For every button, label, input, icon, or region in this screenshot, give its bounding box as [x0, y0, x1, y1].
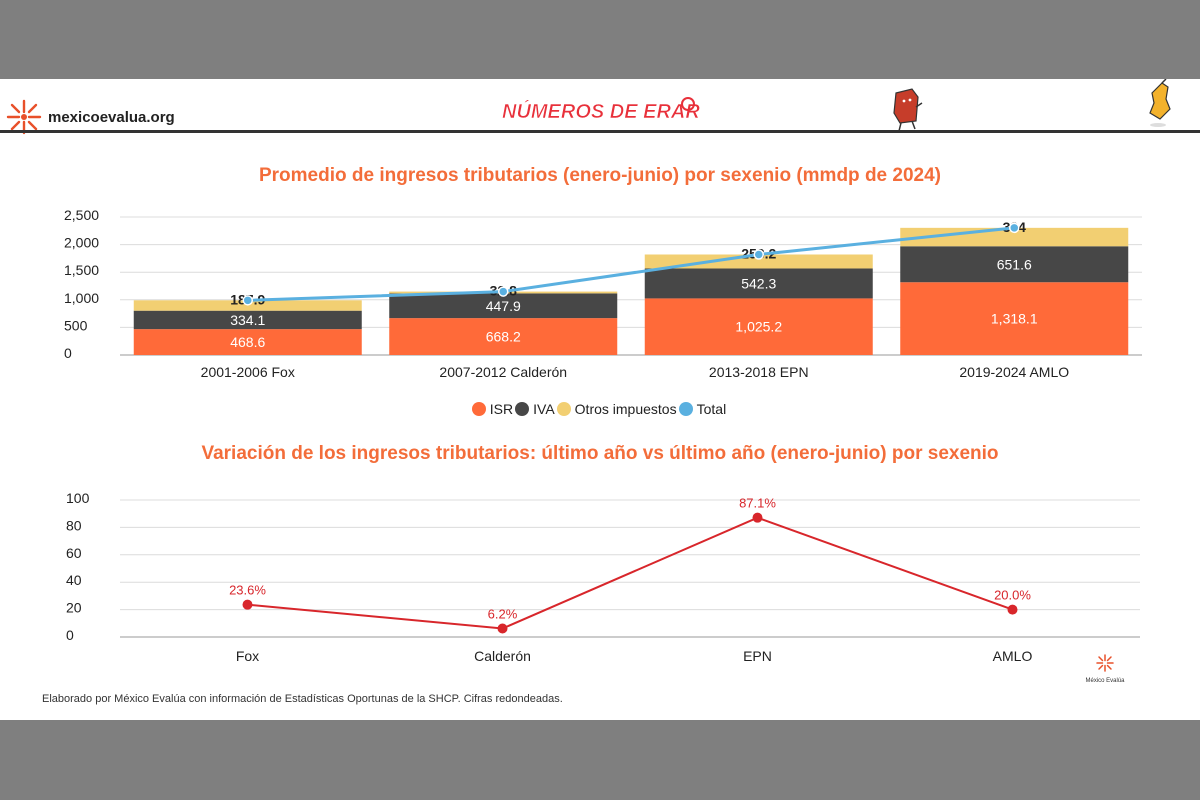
- mascot-red-icon: [888, 87, 924, 138]
- legend-label: Total: [696, 401, 727, 417]
- bar-segment-iva: [389, 293, 618, 319]
- data-label: 334.1: [230, 312, 265, 328]
- total-point: [242, 295, 253, 306]
- mexico-evalua-star-icon: [6, 99, 42, 135]
- data-label: 23.6%: [229, 583, 266, 598]
- x-tick-label: 2001-2006 Fox: [201, 364, 295, 380]
- data-label: 542.3: [741, 275, 776, 291]
- brand[interactable]: mexicoevalua.org: [4, 97, 175, 137]
- y-tick-label: 20: [66, 600, 82, 616]
- y-tick-label: 0: [64, 345, 72, 361]
- data-label: 87.1%: [739, 496, 776, 511]
- total-point: [1009, 222, 1020, 234]
- bar-segment-isr: [389, 318, 618, 355]
- data-label: 1,025.2: [735, 319, 782, 335]
- bar-segment-isr: [644, 298, 873, 355]
- data-label: 651.6: [997, 256, 1032, 272]
- data-label: 6.2%: [488, 607, 518, 622]
- variation-point: [1007, 604, 1018, 615]
- variation-line: [247, 516, 1013, 630]
- bar-segment-iva: [644, 268, 873, 299]
- y-tick-label: 1,500: [64, 262, 99, 278]
- data-label: 447.9: [486, 298, 521, 314]
- bar-segment-iva: [133, 310, 362, 330]
- y-tick-label: 1,000: [64, 290, 99, 306]
- data-label: 1,318.1: [991, 311, 1038, 327]
- legend-swatch: [515, 402, 530, 416]
- x-tick-label: 2007-2012 Calderón: [439, 364, 567, 380]
- x-tick-label: 2019-2024 AMLO: [959, 364, 1069, 380]
- variation-point: [752, 512, 763, 523]
- y-tick-label: 2,500: [64, 207, 99, 223]
- mini-logo-text: México Evalúa: [1085, 678, 1125, 684]
- legend-item: Otros impuestos: [556, 401, 679, 417]
- legend-label: Otros impuestos: [574, 401, 677, 417]
- legend-label: IVA: [533, 401, 555, 417]
- x-tick-label: EPN: [743, 648, 772, 664]
- legend-item: IVA: [515, 401, 557, 417]
- chart1-title: Promedio de ingresos tributarios (enero-…: [258, 165, 941, 186]
- y-tick-label: 100: [66, 490, 90, 506]
- mascot-yellow-icon: [1142, 78, 1178, 134]
- bar-segment-otros-impuestos: [644, 254, 873, 269]
- x-tick-label: AMLO: [993, 648, 1033, 664]
- footer-note: Elaborado por México Evalúa con informac…: [42, 693, 563, 705]
- data-label: 20.0%: [994, 588, 1031, 603]
- brand-text: mexicoevalua.org: [48, 108, 175, 126]
- data-label: 468.6: [230, 334, 265, 350]
- legend-swatch: [678, 402, 693, 416]
- legend-item: Total: [678, 401, 729, 417]
- legend: ISR IVA Otros impuestos Total: [0, 401, 1200, 417]
- mini-logo-star-icon: [1096, 654, 1114, 672]
- chart2-title: Variación de los ingresos tributarios: ú…: [201, 443, 999, 464]
- x-tick-label: Calderón: [474, 648, 531, 664]
- legend-item: ISR: [471, 401, 515, 417]
- y-tick-label: 2,000: [64, 235, 99, 251]
- numeros-de-erario-text: NÚMEROS DE ERARIO: [502, 99, 700, 123]
- y-tick-label: 0: [66, 627, 74, 643]
- legend-swatch: [471, 402, 486, 416]
- stacked-bar-chart: 05001,0001,5002,0002,500468.6334.1187.92…: [64, 207, 1142, 380]
- total-point: [753, 249, 764, 260]
- bar-segment-iva: [900, 246, 1129, 283]
- header-divider: [0, 130, 1200, 133]
- y-tick-label: 80: [66, 517, 82, 533]
- y-tick-label: 40: [66, 572, 82, 588]
- total-line: [247, 226, 1015, 302]
- variation-line-chart: 0 20 40 60 80 100 23.6% Fox 6.2% Calderón 87.1% EPN…: [66, 490, 1140, 664]
- numeros-de-erario-logo: NÚMEROS DE ERARIO: [500, 92, 722, 133]
- mini-logo: México Evalúa: [1080, 653, 1130, 684]
- variation-point: [242, 599, 253, 610]
- x-tick-label: 2013-2018 EPN: [709, 364, 809, 380]
- variation-point: [497, 623, 508, 634]
- y-tick-label: 60: [66, 545, 82, 561]
- y-tick-label: 500: [64, 317, 88, 333]
- legend-swatch: [556, 402, 571, 416]
- bar-segment-isr: [133, 329, 362, 355]
- x-tick-label: Fox: [236, 648, 259, 664]
- infographic-card: mexicoevalua.org NÚMEROS DE ERARIO Prome…: [0, 78, 1200, 720]
- data-label: 668.2: [486, 329, 521, 345]
- legend-label: ISR: [489, 401, 514, 417]
- bar-segment-isr: [900, 282, 1129, 355]
- total-point: [498, 286, 509, 297]
